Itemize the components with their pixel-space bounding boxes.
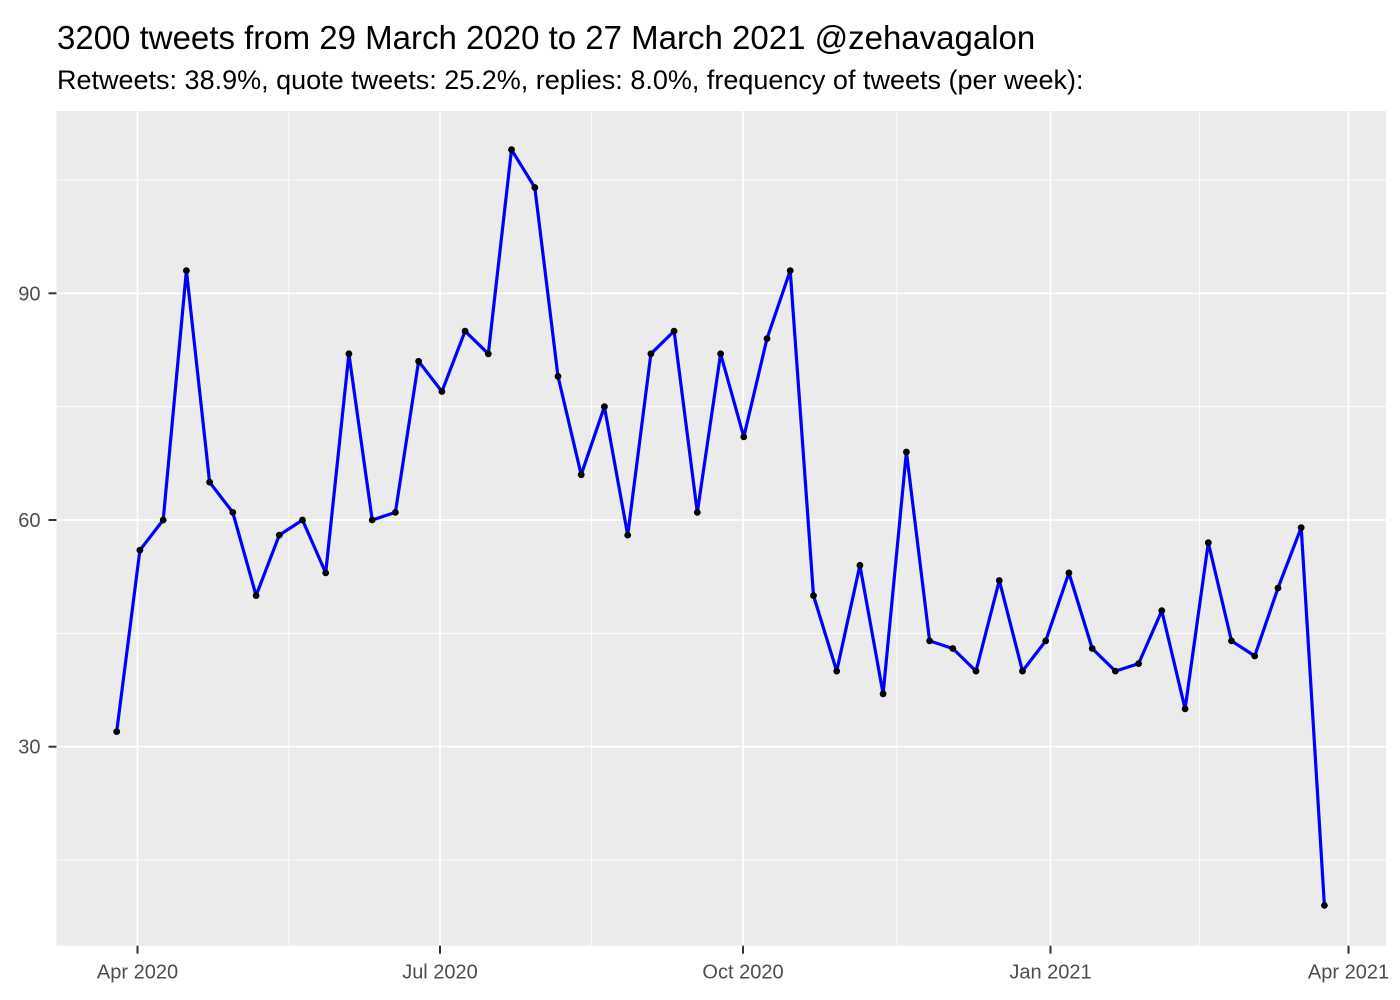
- data-point: [554, 373, 562, 380]
- y-axis-tick-label: 90: [18, 283, 40, 305]
- data-point: [183, 267, 190, 274]
- data-point: [508, 146, 515, 154]
- data-point: [1088, 645, 1096, 652]
- data-point: [159, 516, 167, 524]
- data-point: [601, 403, 608, 411]
- data-point: [1181, 705, 1189, 713]
- data-point: [949, 645, 957, 652]
- data-point: [879, 690, 887, 698]
- data-point: [229, 509, 237, 516]
- plot-panel-background: [56, 111, 1386, 946]
- data-point: [415, 357, 422, 365]
- data-point: [856, 561, 864, 569]
- data-point: [252, 592, 260, 599]
- data-point: [1112, 667, 1119, 675]
- data-point: [577, 471, 585, 479]
- x-axis-tick-label: Oct 2020: [702, 962, 783, 984]
- data-point: [1042, 637, 1050, 645]
- data-point: [484, 350, 492, 358]
- data-point: [1228, 637, 1235, 645]
- data-point: [833, 667, 841, 675]
- data-point: [670, 327, 678, 335]
- data-point: [740, 433, 748, 441]
- data-point: [926, 637, 933, 645]
- y-axis-tick-label: 60: [18, 510, 40, 532]
- data-point: [531, 184, 539, 191]
- data-point: [322, 569, 330, 577]
- data-point: [345, 350, 353, 358]
- data-point: [1019, 667, 1026, 675]
- data-point: [693, 509, 701, 516]
- data-point: [1204, 539, 1212, 547]
- y-axis-tick-label: 30: [18, 737, 40, 759]
- data-point: [1251, 652, 1259, 660]
- data-point: [113, 728, 121, 735]
- data-point: [1274, 584, 1282, 592]
- data-point: [995, 577, 1003, 584]
- data-point: [392, 509, 399, 516]
- data-point: [275, 531, 283, 539]
- chart-title: 3200 tweets from 29 March 2020 to 27 Mar…: [57, 19, 1036, 56]
- x-axis-tick-label: Apr 2020: [97, 962, 178, 984]
- data-point: [786, 267, 794, 274]
- data-point: [1065, 569, 1073, 577]
- data-point: [136, 546, 144, 554]
- data-point: [206, 478, 214, 486]
- data-point: [461, 327, 469, 335]
- x-axis-tick-label: Jul 2020: [402, 962, 478, 984]
- data-point: [1135, 660, 1142, 667]
- data-point: [624, 531, 632, 539]
- data-point: [299, 516, 306, 524]
- data-point: [1158, 607, 1166, 615]
- data-point: [810, 592, 817, 599]
- data-point: [647, 350, 655, 358]
- data-point: [972, 667, 980, 675]
- data-point: [1321, 902, 1328, 909]
- data-point: [1297, 524, 1305, 531]
- data-point: [438, 388, 446, 395]
- data-point: [903, 448, 910, 456]
- chart-subtitle: Retweets: 38.9%, quote tweets: 25.2%, re…: [57, 65, 1084, 95]
- data-point: [717, 350, 724, 358]
- data-point: [763, 335, 771, 342]
- x-axis-tick-label: Apr 2021: [1308, 962, 1389, 984]
- data-point: [368, 516, 376, 524]
- x-axis-tick-label: Jan 2021: [1009, 962, 1091, 984]
